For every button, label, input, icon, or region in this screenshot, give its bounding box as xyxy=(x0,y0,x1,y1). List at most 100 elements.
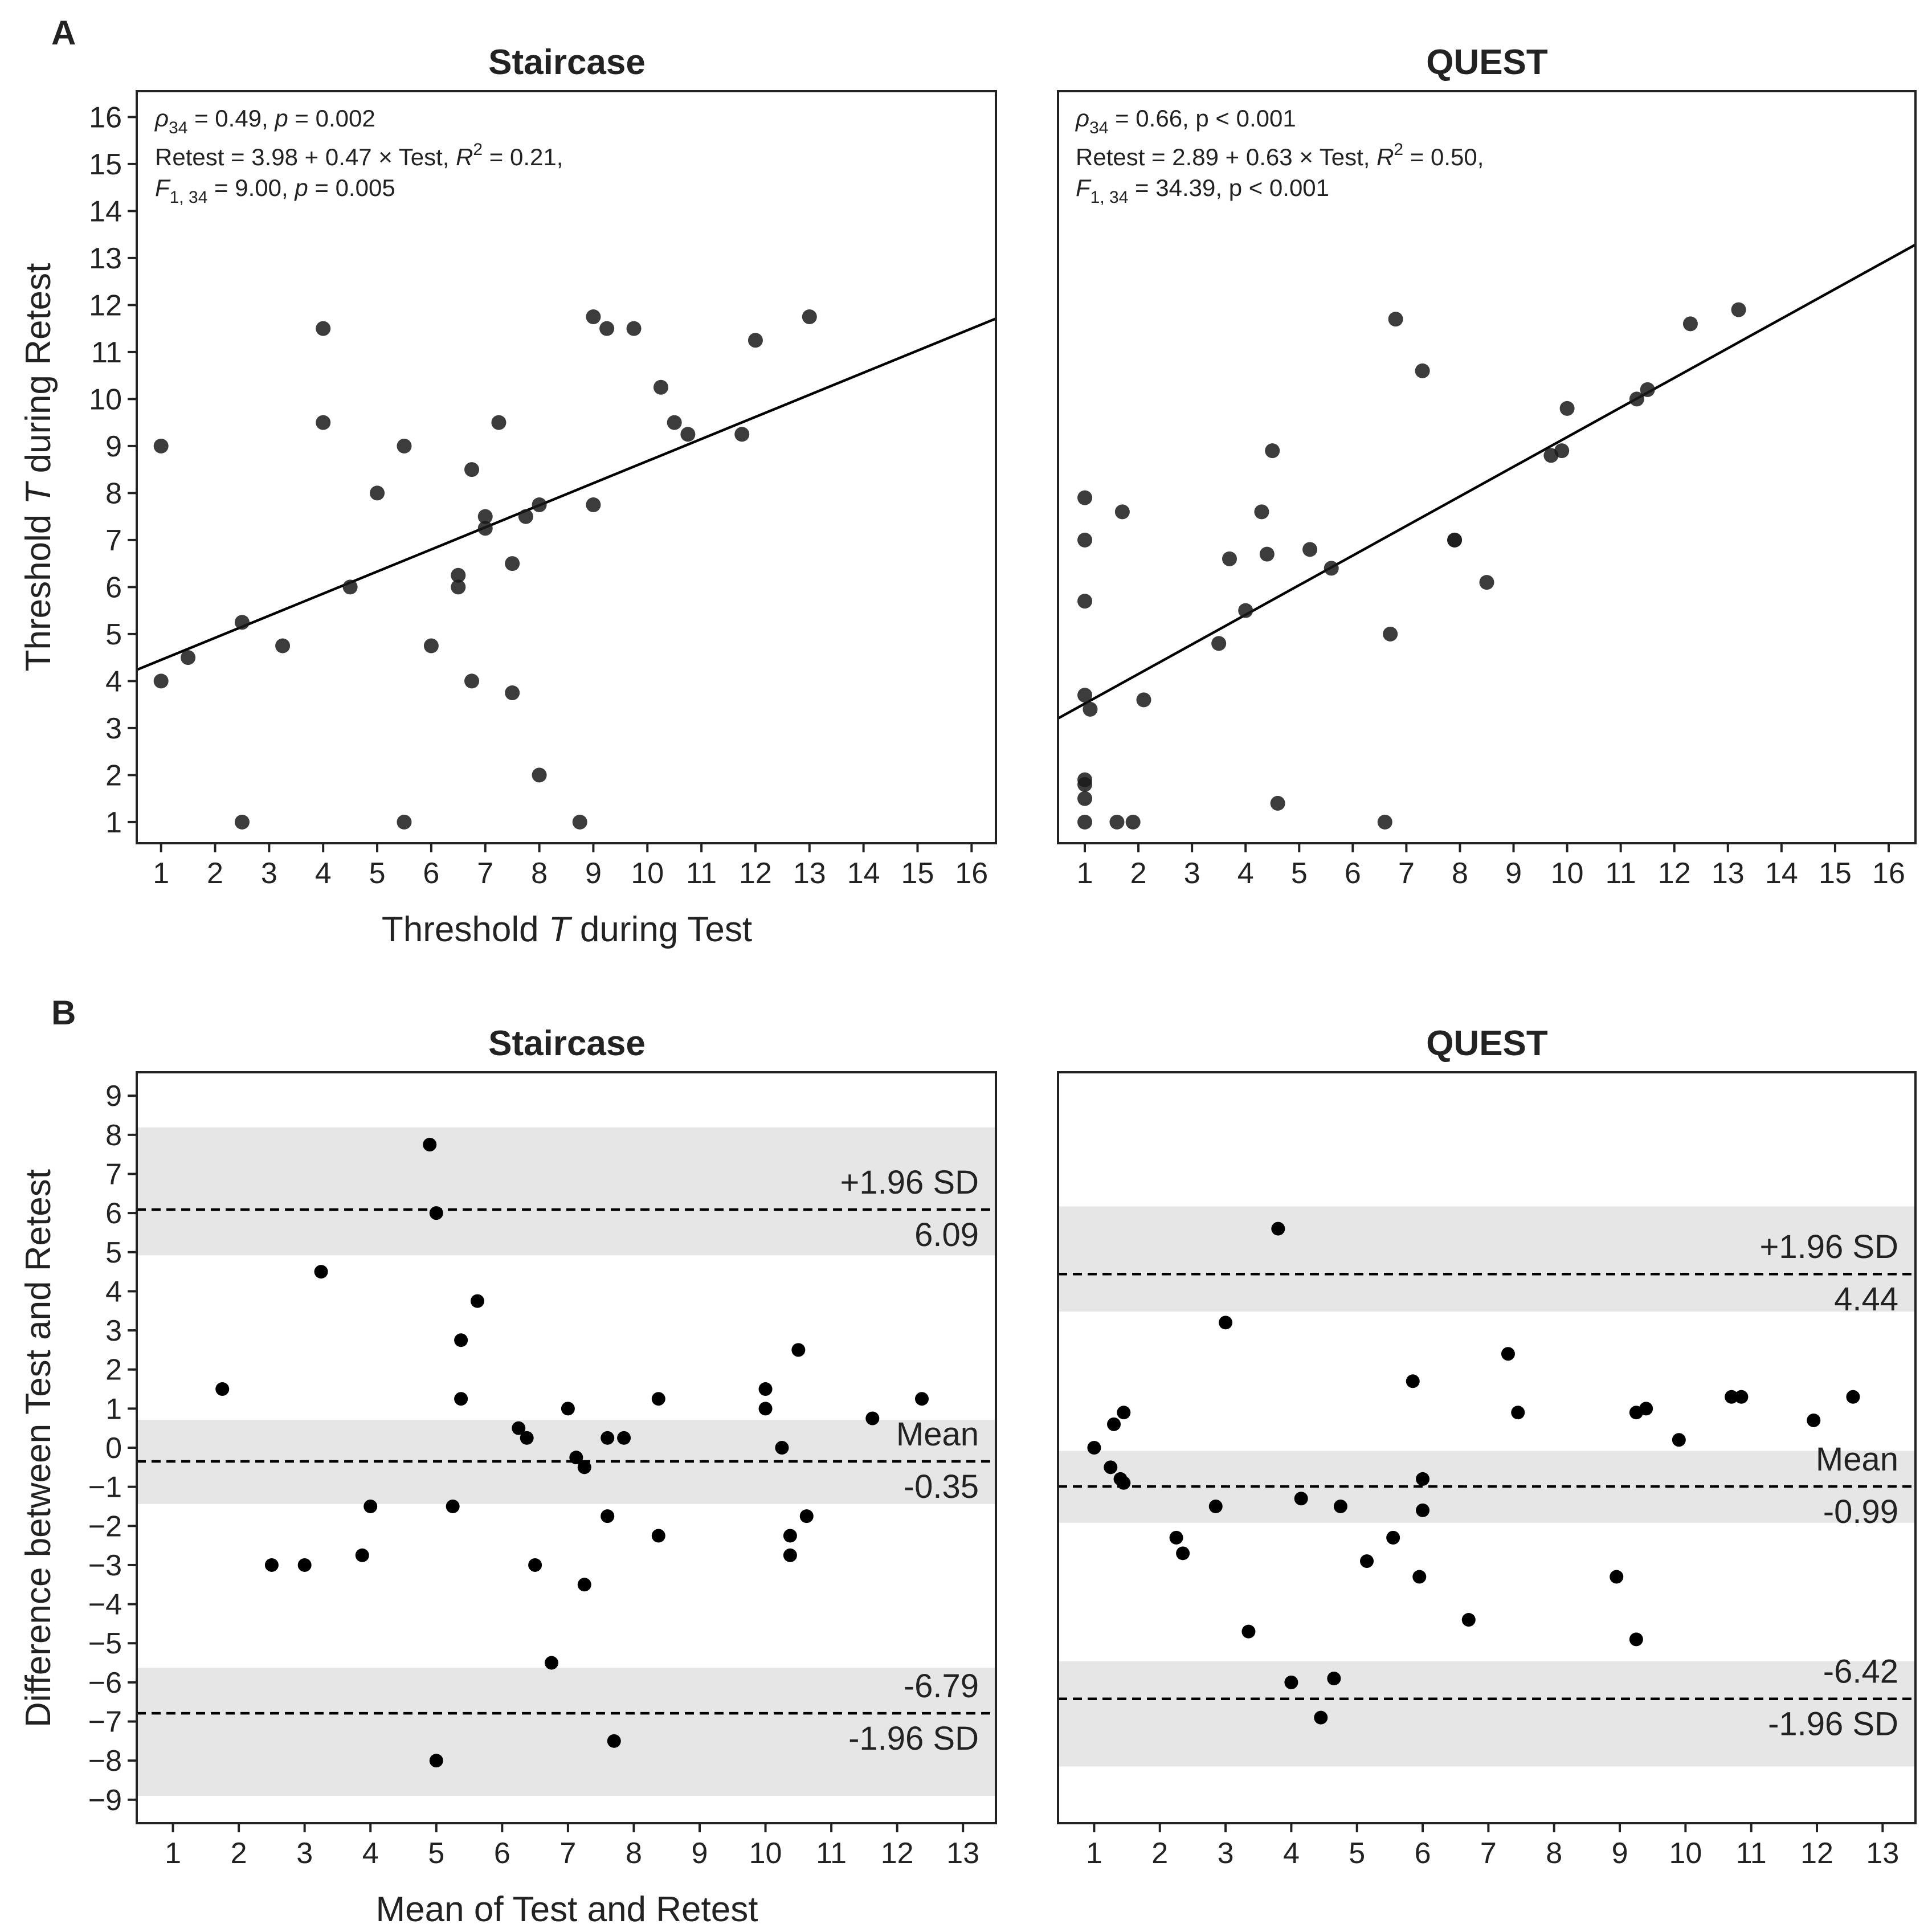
data-point xyxy=(532,767,547,783)
marks-layer xyxy=(1057,243,1917,830)
data-point xyxy=(1501,1347,1515,1361)
line-label-lower: -1.96 SD xyxy=(848,1720,979,1757)
marks-layer xyxy=(136,309,996,830)
annotation-line-3: F1, 34 = 34.39, p < 0.001 xyxy=(1076,174,1329,207)
data-point xyxy=(1114,504,1130,520)
data-point xyxy=(1415,363,1430,378)
data-point xyxy=(234,814,250,830)
data-point xyxy=(1222,551,1237,566)
agreement-band xyxy=(137,1668,996,1796)
x-tick-label: 11 xyxy=(816,1837,847,1870)
data-point xyxy=(423,638,439,653)
x-tick-label: 8 xyxy=(531,857,548,890)
x-tick-label: 6 xyxy=(494,1837,510,1870)
data-point xyxy=(586,497,601,512)
x-tick-label: 2 xyxy=(231,1837,247,1870)
data-point xyxy=(464,462,480,477)
data-point xyxy=(1107,1417,1121,1431)
data-point xyxy=(1324,561,1339,576)
x-tick-label: 1 xyxy=(165,1837,181,1870)
data-point xyxy=(1104,1460,1118,1474)
data-point xyxy=(1117,1406,1131,1420)
data-point xyxy=(446,1499,460,1513)
data-point xyxy=(532,497,547,512)
y-axis-label: Difference between Test and Retest xyxy=(19,1169,58,1727)
data-point xyxy=(783,1548,797,1562)
data-point xyxy=(471,1294,484,1308)
x-tick-label: 4 xyxy=(1237,857,1254,890)
y-tick-label: 6 xyxy=(105,571,122,604)
x-tick-label: 9 xyxy=(585,857,602,890)
data-point xyxy=(451,567,466,583)
x-tick-label: 4 xyxy=(1283,1837,1300,1870)
data-point xyxy=(477,521,493,536)
data-point xyxy=(1077,688,1093,703)
y-tick-label: 11 xyxy=(91,336,122,369)
data-point xyxy=(1314,1710,1328,1725)
x-tick-label: 7 xyxy=(559,1837,576,1870)
annotation-line-3: F1, 34 = 9.00, p = 0.005 xyxy=(155,174,395,207)
x-tick-label: 8 xyxy=(1546,1837,1562,1870)
y-tick-label: 14 xyxy=(89,195,122,228)
tick-layer: 1 2 3 4 5 6 7 8 9 10 11 12 13 xyxy=(1086,1823,1899,1870)
y-tick-label: 2 xyxy=(105,1354,122,1387)
data-point xyxy=(1241,1624,1256,1639)
data-point xyxy=(577,1460,591,1474)
x-axis-label: Threshold T during Test xyxy=(382,910,752,949)
y-tick-label: −4 xyxy=(88,1588,122,1621)
line-label-lower: -0.99 xyxy=(1823,1493,1898,1530)
chart-title: Staircase xyxy=(488,1024,646,1063)
data-point xyxy=(586,309,601,324)
data-point xyxy=(1125,814,1141,830)
x-tick-label: 7 xyxy=(1398,857,1415,890)
data-point xyxy=(758,1402,773,1416)
data-point xyxy=(865,1411,880,1425)
y-tick-label: 15 xyxy=(89,148,122,181)
data-point xyxy=(1117,1476,1131,1490)
data-point xyxy=(477,509,493,524)
x-tick-label: 4 xyxy=(362,1837,379,1870)
data-point xyxy=(1077,777,1093,792)
y-tick-label: −3 xyxy=(88,1549,122,1582)
chart-title: QUEST xyxy=(1426,43,1548,82)
data-point xyxy=(528,1558,542,1572)
data-point xyxy=(626,321,642,336)
data-point xyxy=(1672,1433,1686,1447)
y-axis-label: Threshold T during Retest xyxy=(19,263,58,672)
y-tick-label: −6 xyxy=(88,1666,122,1700)
data-point xyxy=(1511,1406,1525,1420)
x-tick-label: 14 xyxy=(847,857,880,890)
x-tick-label: 6 xyxy=(423,857,439,890)
data-point xyxy=(607,1734,621,1748)
data-point xyxy=(1416,1503,1430,1517)
data-point xyxy=(1447,532,1463,548)
data-point xyxy=(429,1206,443,1220)
x-tick-label: 9 xyxy=(1505,857,1522,890)
x-tick-label: 5 xyxy=(1349,1837,1365,1870)
y-tick-label: 10 xyxy=(89,383,122,416)
y-tick-label: −1 xyxy=(88,1471,122,1504)
data-point xyxy=(748,333,763,348)
y-tick-label: 1 xyxy=(105,806,122,839)
x-tick-label: 2 xyxy=(207,857,223,890)
x-tick-label: 12 xyxy=(1800,1837,1833,1870)
data-point xyxy=(297,1558,312,1572)
data-point xyxy=(1254,504,1269,520)
y-tick-label: 8 xyxy=(105,477,122,510)
data-point xyxy=(1169,1530,1183,1545)
data-point xyxy=(1629,391,1644,407)
data-point xyxy=(799,1509,814,1523)
data-point xyxy=(653,379,668,395)
data-point xyxy=(734,427,750,442)
y-tick-label: 3 xyxy=(105,1314,122,1347)
data-point xyxy=(181,650,196,665)
data-point xyxy=(1109,814,1125,830)
x-tick-label: 12 xyxy=(881,1837,914,1870)
data-point xyxy=(1077,814,1093,830)
data-point xyxy=(451,579,466,595)
x-tick-label: 3 xyxy=(1184,857,1200,890)
data-point xyxy=(1559,401,1575,416)
data-point xyxy=(215,1382,230,1396)
data-point xyxy=(520,1431,534,1445)
y-tick-label: 7 xyxy=(105,1158,122,1191)
